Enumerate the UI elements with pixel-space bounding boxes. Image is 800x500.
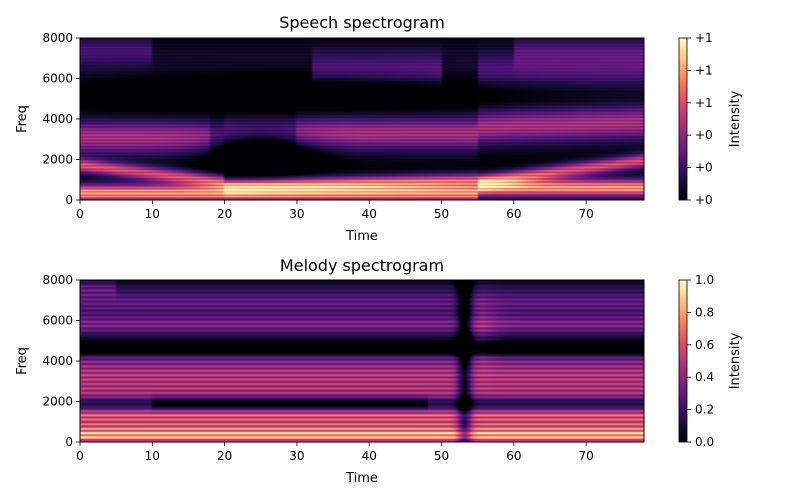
y-tick-label: 8000 (42, 273, 73, 287)
x-tick-label: 0 (76, 449, 84, 463)
colorbar-tick-label: +0 (695, 193, 713, 207)
speech-colorbar-frame (678, 37, 688, 201)
melody-colorbar (679, 280, 687, 442)
speech-colorbar-label: Intensity (728, 90, 743, 147)
colorbar-tick-label: 0.6 (695, 338, 714, 352)
y-tick-label: 2000 (42, 395, 73, 409)
melody-xlabel: Time (345, 471, 378, 486)
colorbar-tick-label: +1 (695, 31, 713, 45)
colorbar-tick-label: 0.8 (695, 305, 714, 319)
colorbar-tick-label: +0 (695, 128, 713, 142)
x-tick-label: 20 (217, 449, 232, 463)
y-tick-label: 6000 (42, 72, 73, 86)
speech-colorbar-ticks: +0 +0 +0 +1 +1 +1 (687, 31, 713, 207)
y-tick-label: 6000 (42, 314, 73, 328)
x-tick-label: 50 (434, 449, 449, 463)
melody-panel: Melody spectrogram 0 10 20 30 40 50 60 70 0 2000… (15, 256, 743, 486)
melody-ylabel: Freq (15, 347, 30, 375)
colorbar-tick-label: 0.2 (695, 403, 714, 417)
melody-x-ticks: 0 10 20 30 40 50 60 70 (76, 442, 594, 463)
speech-x-ticks: 0 10 20 30 40 50 60 70 (76, 200, 594, 221)
x-tick-label: 10 (145, 449, 160, 463)
y-tick-label: 4000 (42, 354, 73, 368)
speech-colorbar (679, 38, 687, 200)
speech-y-ticks: 0 2000 4000 6000 8000 (42, 31, 80, 207)
colorbar-tick-label: 0.0 (695, 435, 714, 449)
x-tick-label: 60 (506, 207, 521, 221)
colorbar-tick-label: +1 (695, 63, 713, 77)
melody-colorbar-ticks: 0.0 0.2 0.4 0.6 0.8 1.0 (687, 273, 714, 449)
x-tick-label: 70 (579, 449, 594, 463)
speech-heatmap (80, 38, 644, 200)
colorbar-tick-label: +1 (695, 96, 713, 110)
y-tick-label: 0 (65, 435, 73, 449)
y-tick-label: 0 (65, 193, 73, 207)
melody-heatmap (80, 280, 644, 442)
speech-ylabel: Freq (15, 105, 30, 133)
x-tick-label: 30 (289, 207, 304, 221)
x-tick-label: 70 (579, 207, 594, 221)
melody-colorbar-label: Intensity (728, 332, 743, 389)
x-tick-label: 0 (76, 207, 84, 221)
x-tick-label: 20 (217, 207, 232, 221)
melody-colorbar-frame (678, 279, 688, 443)
x-tick-label: 50 (434, 207, 449, 221)
y-tick-label: 2000 (42, 153, 73, 167)
speech-panel: Speech spectrogram 0 10 20 30 40 50 60 70 0 2000… (15, 13, 743, 244)
x-tick-label: 60 (506, 449, 521, 463)
melody-title: Melody spectrogram (280, 256, 444, 275)
x-tick-label: 40 (362, 449, 377, 463)
speech-xlabel: Time (345, 229, 378, 244)
x-tick-label: 40 (362, 207, 377, 221)
y-tick-label: 8000 (42, 31, 73, 45)
x-tick-label: 30 (289, 449, 304, 463)
y-tick-label: 4000 (42, 112, 73, 126)
x-tick-label: 10 (145, 207, 160, 221)
colorbar-tick-label: 1.0 (695, 273, 714, 287)
melody-y-ticks: 0 2000 4000 6000 8000 (42, 273, 80, 449)
speech-title: Speech spectrogram (279, 13, 445, 32)
colorbar-tick-label: +0 (695, 161, 713, 175)
colorbar-tick-label: 0.4 (695, 370, 714, 384)
